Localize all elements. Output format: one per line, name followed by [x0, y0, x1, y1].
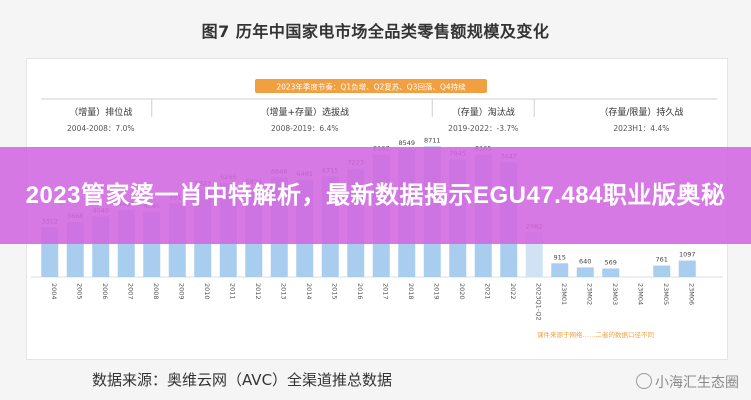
- x-tick-label: 2008: [152, 283, 160, 300]
- x-tick-label: 2007: [126, 283, 134, 300]
- bar: [576, 267, 594, 277]
- legend-box-text: 2023年季度节奏：Q1负增、Q2复苏、Q3回落、Q4持续: [276, 82, 466, 92]
- phase-title: （存量/限量）持久战: [599, 106, 683, 118]
- bar: [678, 260, 696, 277]
- x-tick-label: 2016: [356, 283, 364, 300]
- x-tick-label: 2022: [509, 283, 517, 300]
- phase-period: 2008-2019：6.4%: [271, 124, 338, 133]
- x-tick-label: 2012: [254, 283, 262, 300]
- bar-value-label: 8549: [398, 139, 415, 147]
- bar-value-label: 569: [605, 258, 617, 266]
- legend-box: 2023年季度节奏：Q1负增、Q2复苏、Q3回落、Q4持续: [255, 79, 487, 93]
- bar: [551, 263, 569, 277]
- x-tick-label: 2004: [50, 283, 58, 300]
- bar-value-label: 640: [579, 257, 591, 265]
- x-tick-label: 23M04: [636, 283, 644, 305]
- x-tick-label: 23M01: [560, 283, 568, 305]
- x-tick-label: 23M02: [585, 283, 593, 305]
- data-source: 数据来源：奥维云网（AVC）全渠道推总数据: [92, 371, 393, 389]
- watermark: 小海汇生态圈: [636, 372, 739, 392]
- chart-footnote: 课件来源于网络……二者的数据口径不同: [537, 330, 654, 339]
- x-tick-label: 2005: [75, 283, 83, 300]
- x-tick-label: 2019: [432, 283, 440, 300]
- phase-period: 2004-2008：7.0%: [67, 124, 134, 133]
- phase-title: （存量）淘汰战: [452, 106, 515, 118]
- x-tick-label: 2014: [305, 283, 313, 300]
- x-tick-label: 2013: [279, 283, 287, 300]
- x-tick-label: 2023Q1-Q2: [534, 283, 542, 321]
- watermark-text: 小海汇生态圈: [655, 375, 739, 391]
- bar-value-label: 1097: [679, 251, 696, 259]
- x-tick-label: 2011: [228, 283, 236, 300]
- legend-box-bg: [255, 79, 487, 93]
- bar: [602, 268, 620, 277]
- x-tick-label: 2009: [177, 283, 185, 300]
- bar: [653, 265, 671, 277]
- phase-title: （增量+存量）选拔战: [260, 106, 349, 118]
- x-tick-label: 2006: [101, 283, 109, 300]
- x-tick-label: 2020: [458, 283, 466, 300]
- x-tick-label: 2018: [407, 283, 415, 300]
- x-tick-label: 23M05: [662, 283, 670, 305]
- phase-period: 2023H1：4.4%: [613, 124, 669, 133]
- x-tick-label: 2021: [483, 283, 491, 300]
- x-tick-label: 2017: [381, 283, 389, 300]
- weibo-icon: [636, 373, 652, 389]
- bar-value-label: 915: [554, 253, 566, 261]
- headline-text: 2023管家婆一肖中特解析，最新数据揭示EGU47.484职业版奥秘: [25, 181, 726, 209]
- bar-value-label: 761: [656, 256, 668, 264]
- x-tick-label: 2010: [203, 283, 211, 300]
- headline-banner: 2023管家婆一肖中特解析，最新数据揭示EGU47.484职业版奥秘: [0, 147, 751, 244]
- figure-title: 图7 历年中国家电市场全品类零售额规模及变化: [201, 22, 550, 41]
- x-tick-label: 23M03: [611, 283, 619, 305]
- bar-value-label: 8711: [424, 136, 441, 144]
- phase-period: 2019-2022：-3.7%: [448, 124, 518, 133]
- x-tick-label: 23M06: [687, 283, 695, 305]
- x-tick-label: 2015: [330, 283, 338, 300]
- phase-title: （增量）排位战: [69, 106, 132, 118]
